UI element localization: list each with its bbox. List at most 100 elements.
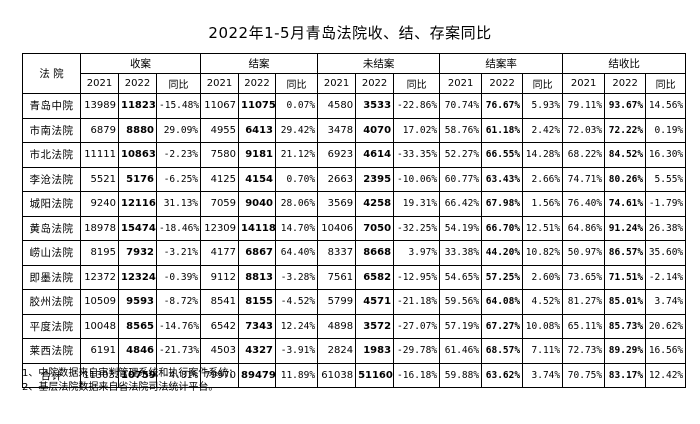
value-cell: 5799 xyxy=(317,289,357,315)
value-cell: 91.24% xyxy=(604,215,647,241)
value-cell: 5176 xyxy=(118,166,157,192)
sub-header: 2022 xyxy=(481,73,524,94)
value-cell: 57.19% xyxy=(439,313,483,339)
value-cell: 5.93% xyxy=(522,93,564,119)
value-cell: 7343 xyxy=(238,313,277,339)
value-cell: 63.43% xyxy=(481,166,524,192)
sub-header: 2021 xyxy=(200,73,240,94)
value-cell: -8.72% xyxy=(155,289,202,315)
value-cell: 0.70% xyxy=(275,166,319,192)
sub-header: 同比 xyxy=(275,73,319,94)
value-cell: 9593 xyxy=(118,289,157,315)
value-cell: 86.57% xyxy=(604,240,647,266)
value-cell: 4.52% xyxy=(522,289,564,315)
value-cell: 4070 xyxy=(355,117,395,143)
value-cell: 83.17% xyxy=(604,362,647,388)
page-title: 2022年1-5月青岛法院收、结、存案同比 xyxy=(208,24,492,42)
value-cell: 7050 xyxy=(355,215,395,241)
value-cell: 12.51% xyxy=(522,215,564,241)
sub-header: 2022 xyxy=(238,73,277,94)
value-cell: 84.52% xyxy=(604,142,647,168)
value-cell: 6413 xyxy=(238,117,277,143)
value-cell: 76.40% xyxy=(562,191,606,217)
value-cell: 3.97% xyxy=(393,240,441,266)
table-row: 李沧法院 5521 5176 -6.25% 4125 4154 0.70% 2663 2395-… xyxy=(22,166,687,192)
court-name-cell: 市南法院 xyxy=(22,117,81,143)
value-cell: 2395 xyxy=(355,166,395,192)
value-cell: 4154 xyxy=(238,166,277,192)
value-cell: 18978 xyxy=(80,215,119,241)
value-cell: 74.71% xyxy=(562,166,606,192)
value-cell: 14.28% xyxy=(522,142,564,168)
court-name-cell: 城阳法院 xyxy=(22,191,81,217)
value-cell: -16.18% xyxy=(393,362,441,388)
value-cell: 14118 xyxy=(238,215,277,241)
value-cell: 7.11% xyxy=(522,338,564,364)
value-cell: 9040 xyxy=(238,191,277,217)
value-cell: 12.42% xyxy=(645,362,687,388)
sub-header: 同比 xyxy=(155,73,202,94)
value-cell: 11.89% xyxy=(275,362,319,388)
value-cell: 66.70% xyxy=(481,215,524,241)
sub-header: 2022 xyxy=(118,73,157,94)
value-cell: 5521 xyxy=(80,166,119,192)
court-name-cell: 黄岛法院 xyxy=(22,215,81,241)
value-cell: -1.79% xyxy=(645,191,687,217)
value-cell: 61.18% xyxy=(481,117,524,143)
value-cell: 4614 xyxy=(355,142,395,168)
value-cell: 93.67% xyxy=(604,93,647,119)
group-header: 收案 xyxy=(79,53,202,74)
value-cell: 4503 xyxy=(200,338,240,364)
sub-header: 同比 xyxy=(522,73,564,94)
value-cell: 26.38% xyxy=(645,215,687,241)
value-cell: 10048 xyxy=(80,313,119,339)
sub-header: 同比 xyxy=(393,73,441,94)
footnotes: 1、中院数据来自审判管理系统和执行案件系统； 2、基层法院数据来自省法院司法统计… xyxy=(22,367,238,395)
value-cell: 4580 xyxy=(317,93,357,119)
value-cell: 61.46% xyxy=(439,338,483,364)
value-cell: 15474 xyxy=(118,215,157,241)
group-header: 结案 xyxy=(200,53,319,74)
value-cell: -33.35% xyxy=(393,142,441,168)
value-cell: 8565 xyxy=(118,313,157,339)
court-name-cell: 崂山法院 xyxy=(22,240,81,266)
group-header: 未结案 xyxy=(317,53,441,74)
value-cell: 89479 xyxy=(238,362,277,388)
value-cell: 16.56% xyxy=(645,338,687,364)
value-cell: 4898 xyxy=(317,313,357,339)
value-cell: 74.61% xyxy=(604,191,647,217)
court-name-cell: 青岛中院 xyxy=(22,93,81,119)
court-name-cell: 合计 xyxy=(22,362,81,388)
value-cell: 10.82% xyxy=(522,240,564,266)
value-cell: 58.76% xyxy=(439,117,483,143)
value-cell: 0.07% xyxy=(275,93,319,119)
value-cell: 10509 xyxy=(80,289,119,315)
table-body: 青岛中院 13989 11823 -15.48% 11067 11075 0.07% 4580… xyxy=(22,93,687,388)
table-row: 市北法院 11111 10863 -2.23% 7580 9181 21.12% 6923 46… xyxy=(22,142,687,168)
value-cell: 76.67% xyxy=(481,93,524,119)
value-cell: 3478 xyxy=(317,117,357,143)
value-cell: -27.07% xyxy=(393,313,441,339)
sub-header: 2021 xyxy=(562,73,606,94)
value-cell: 29.09% xyxy=(155,117,202,143)
value-cell: 29.42% xyxy=(275,117,319,143)
value-cell: 60.77% xyxy=(439,166,483,192)
value-cell: 4955 xyxy=(200,117,240,143)
value-cell: 70.74% xyxy=(439,93,483,119)
value-cell: 72.22% xyxy=(604,117,647,143)
court-name-cell: 李沧法院 xyxy=(22,166,81,192)
value-cell: 13989 xyxy=(80,93,119,119)
value-cell: 66.55% xyxy=(481,142,524,168)
value-cell: 3.74% xyxy=(645,289,687,315)
value-cell: 4258 xyxy=(355,191,395,217)
value-cell: 8668 xyxy=(355,240,395,266)
value-cell: 4125 xyxy=(200,166,240,192)
value-cell: -32.25% xyxy=(393,215,441,241)
footnote: 2、基层法院数据来自省法院司法统计平台。 xyxy=(22,382,219,393)
value-cell: 44.20% xyxy=(481,240,524,266)
value-cell: -3.28% xyxy=(275,264,319,290)
value-cell: -3.21% xyxy=(155,240,202,266)
table-row: 莱西法院 6191 4846 -21.73% 4503 4327 -3.91% 2824 198… xyxy=(22,338,687,364)
table-row: 黄岛法院 18978 15474 -18.46% 12309 14118 14.70% 104… xyxy=(22,215,687,241)
value-cell: 61038 xyxy=(317,362,357,388)
